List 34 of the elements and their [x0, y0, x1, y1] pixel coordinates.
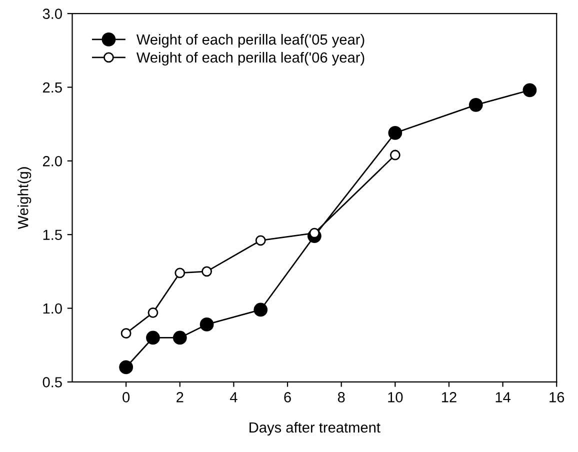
point [468, 98, 483, 112]
point [119, 360, 134, 374]
point [254, 302, 268, 317]
point [146, 330, 160, 345]
point [309, 228, 320, 238]
y-tick-label: 0.5 [42, 377, 62, 388]
y-tick-label: 1.0 [43, 303, 62, 314]
point [390, 150, 400, 160]
point [120, 328, 132, 339]
y-tick-label: 2.5 [42, 82, 62, 93]
y-tick-label: 2.0 [42, 156, 62, 166]
point [255, 235, 266, 246]
y-axis-title: Weight(g) [18, 167, 32, 230]
point [200, 318, 214, 332]
x-tick-label: 6 [284, 392, 291, 402]
x-tick-label: 16 [550, 392, 564, 402]
x-tick-label: 8 [338, 392, 345, 402]
x-tick-label: 0 [122, 392, 130, 402]
point [172, 330, 187, 345]
x-tick-label: 12 [442, 392, 456, 402]
point [202, 266, 212, 277]
x-tick-label: 4 [230, 392, 238, 402]
point [148, 307, 158, 318]
legend-label: Weight of each perilla leaf('05 year) [136, 34, 364, 48]
x-tick-label: 14 [496, 392, 510, 402]
point [174, 268, 186, 278]
x-tick-label: 2 [176, 392, 184, 402]
y-tick-label: 3.0 [42, 8, 62, 19]
point [522, 83, 537, 98]
point [388, 126, 402, 140]
x-tick-label: 10 [388, 392, 403, 402]
legend-label: Weight of each perilla leaf('06 year) [136, 52, 364, 66]
y-tick-label: 1.5 [43, 230, 62, 240]
x-axis-title: Days after treatment [250, 422, 380, 436]
